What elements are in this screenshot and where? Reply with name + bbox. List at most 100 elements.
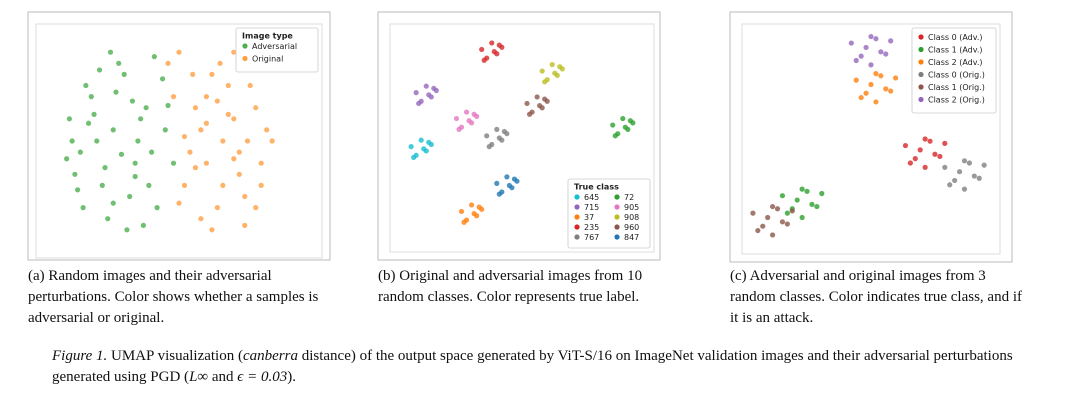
- point: [203, 94, 209, 100]
- legend-marker: [918, 71, 924, 78]
- point: [247, 82, 253, 89]
- point: [88, 94, 94, 100]
- point: [552, 70, 558, 76]
- point: [242, 193, 248, 200]
- point: [542, 96, 548, 102]
- point: [110, 200, 116, 206]
- legend-marker: [614, 194, 620, 200]
- point: [258, 182, 264, 188]
- point: [431, 85, 437, 91]
- point: [102, 165, 108, 171]
- point: [814, 203, 820, 210]
- point: [942, 164, 948, 170]
- point: [94, 138, 100, 144]
- point: [878, 49, 884, 55]
- legend-label: 715: [584, 203, 599, 212]
- point: [426, 92, 432, 98]
- point: [907, 160, 913, 166]
- point: [799, 214, 805, 221]
- legend-label: 960: [624, 223, 639, 232]
- point: [423, 83, 429, 89]
- legend-marker: [242, 43, 248, 49]
- point: [610, 122, 616, 128]
- point: [471, 211, 477, 217]
- math: ϵ = 0.03: [237, 369, 288, 385]
- point: [961, 158, 968, 164]
- point: [83, 82, 89, 89]
- point: [489, 40, 495, 46]
- legend-box: [567, 178, 651, 249]
- point: [151, 54, 157, 60]
- point: [784, 221, 790, 227]
- point: [932, 151, 938, 157]
- point: [466, 118, 472, 124]
- point: [804, 188, 810, 194]
- point: [99, 182, 105, 188]
- legend-marker: [574, 234, 580, 240]
- point: [496, 135, 502, 141]
- text: and: [208, 369, 238, 385]
- legend-marker: [614, 214, 620, 220]
- legend-marker: [918, 84, 924, 90]
- point: [135, 138, 141, 144]
- point: [408, 144, 414, 150]
- point: [922, 164, 928, 170]
- point: [198, 127, 204, 133]
- point: [784, 210, 790, 216]
- point: [760, 223, 766, 229]
- point: [537, 103, 543, 109]
- point: [765, 214, 771, 221]
- legend-label: 847: [624, 233, 639, 242]
- point: [863, 44, 869, 51]
- legend-label: Adversarial: [252, 42, 297, 51]
- point: [231, 49, 237, 55]
- point: [116, 60, 122, 66]
- point: [113, 89, 119, 95]
- point: [127, 193, 133, 200]
- point: [269, 138, 275, 144]
- point: [873, 36, 879, 42]
- legend-marker: [918, 96, 924, 103]
- point: [170, 94, 177, 100]
- point: [506, 182, 512, 189]
- legend-marker: [918, 46, 924, 53]
- point: [110, 127, 116, 133]
- point: [192, 105, 199, 111]
- point: [976, 175, 982, 181]
- point: [154, 205, 160, 211]
- legend-marker: [574, 204, 580, 210]
- point: [917, 147, 923, 153]
- point: [873, 99, 879, 105]
- point: [129, 98, 136, 104]
- point: [496, 191, 502, 197]
- legend-label: Class 0 (Orig.): [928, 71, 985, 80]
- legend-label: Class 0 (Adv.): [928, 33, 983, 42]
- plot-frame: [741, 23, 1001, 255]
- point: [501, 128, 507, 135]
- point: [214, 205, 220, 211]
- point: [242, 222, 248, 228]
- point: [72, 171, 78, 177]
- legend-marker: [918, 59, 924, 65]
- legend-label: 905: [624, 203, 639, 212]
- legend-marker: [574, 194, 580, 200]
- point: [209, 71, 215, 77]
- point: [80, 205, 86, 211]
- point: [863, 90, 869, 96]
- point: [883, 86, 889, 92]
- legend-label: 645: [584, 193, 599, 202]
- point: [893, 75, 899, 81]
- point: [170, 160, 177, 166]
- point: [486, 144, 492, 150]
- point: [755, 227, 761, 234]
- point: [138, 116, 144, 122]
- point: [217, 60, 223, 66]
- point: [542, 79, 548, 85]
- point: [176, 200, 182, 206]
- point: [91, 111, 97, 117]
- legend-box: [235, 27, 319, 73]
- point: [159, 76, 166, 82]
- point: [878, 73, 884, 79]
- point: [253, 105, 259, 111]
